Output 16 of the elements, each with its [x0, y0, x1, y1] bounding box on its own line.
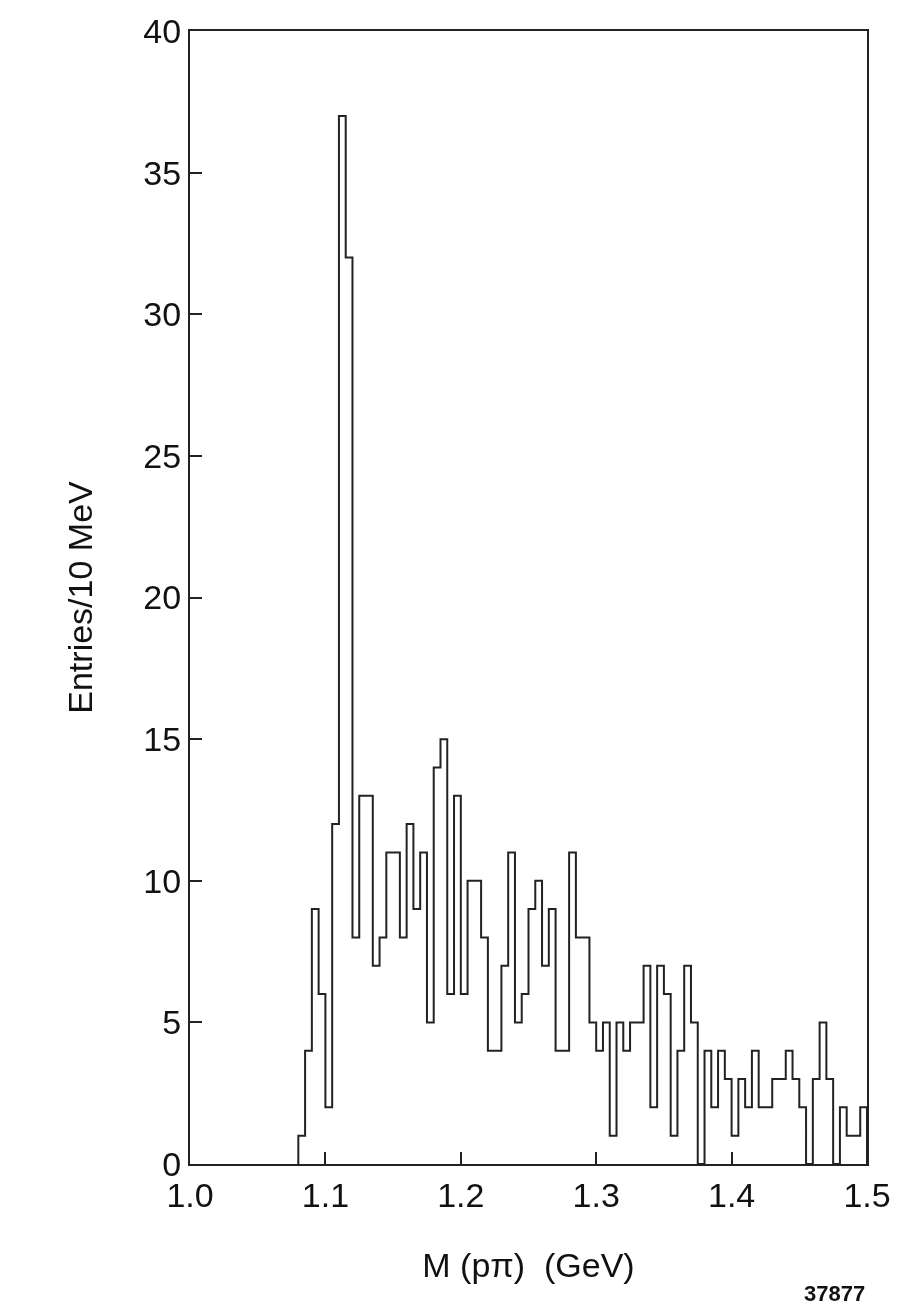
x-tick-label: 1.3 [572, 1175, 620, 1214]
x-axis-title: M (pπ) (GeV) [422, 1245, 635, 1284]
x-tick-label: 1.4 [707, 1175, 756, 1214]
y-tick-label: 25 [143, 436, 182, 475]
y-tick-label: 5 [162, 1003, 182, 1042]
y-tick-label: 35 [143, 153, 182, 192]
x-tick-label: 1.5 [843, 1175, 891, 1214]
y-tick-label: 30 [143, 295, 182, 334]
y-tick-label: 20 [143, 578, 182, 617]
text: 37877 [804, 1281, 866, 1306]
x-tick-label: 1.2 [437, 1175, 485, 1214]
y-axis-title: Entries/10 MeV [61, 480, 100, 714]
y-tick-label: 40 [143, 11, 182, 50]
y-tick-label: 15 [143, 720, 182, 759]
y-tick-label: 10 [143, 861, 182, 900]
x-tick-label: 1.1 [301, 1175, 350, 1214]
